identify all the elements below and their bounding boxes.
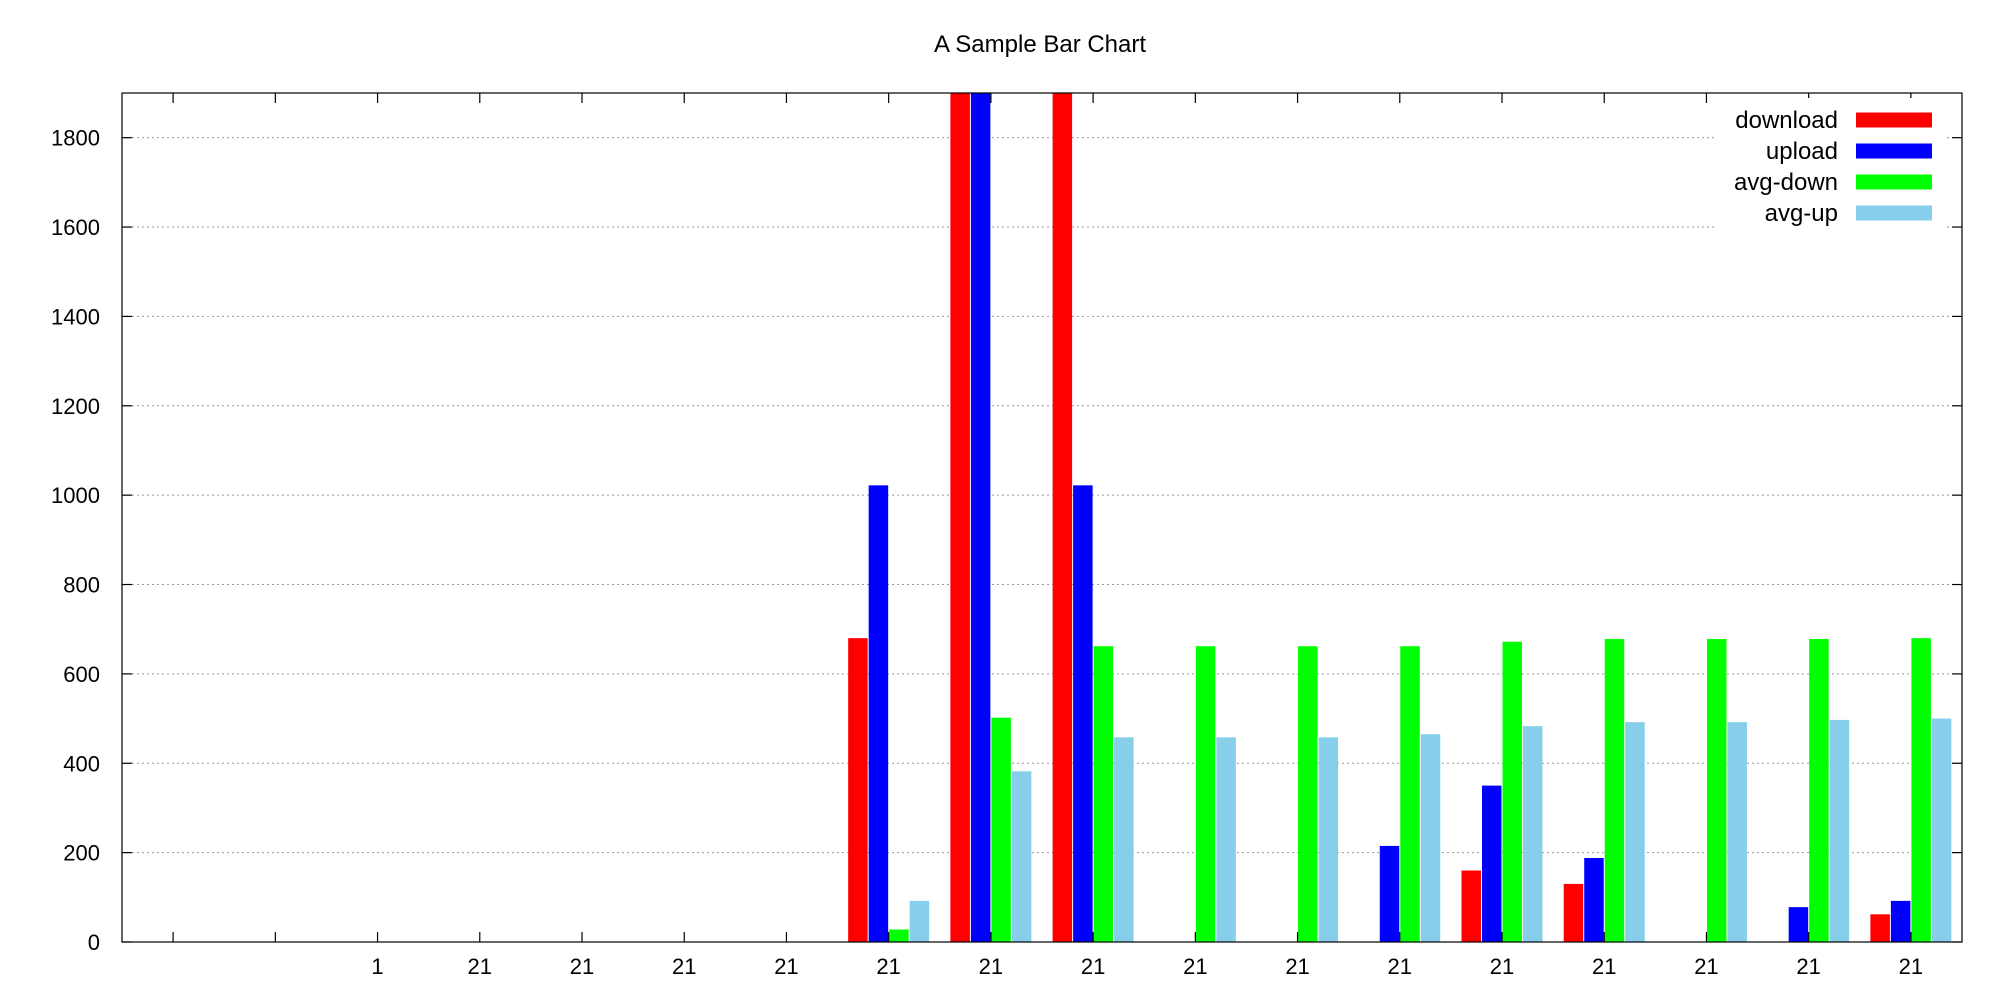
bar-avg-up — [1625, 722, 1645, 942]
bar-avg-up — [1420, 734, 1441, 942]
bar-avg-up — [1318, 737, 1339, 942]
x-tick-label: 21 — [468, 954, 492, 979]
plot-frame — [121, 92, 1963, 943]
y-tick-label: 1000 — [51, 483, 100, 508]
y-tick-label: 200 — [63, 841, 100, 866]
bar-avg-down — [1809, 639, 1829, 942]
x-tick-label: 21 — [1081, 954, 1105, 979]
y-tick-label: 400 — [63, 751, 100, 776]
bar-avg-up — [1114, 737, 1134, 942]
bar-avg-down — [1298, 646, 1318, 942]
x-tick-label: 21 — [1183, 954, 1207, 979]
bar-avg-up — [909, 900, 930, 942]
legend-swatch-download — [1856, 112, 1932, 128]
legend-swatch-upload — [1856, 143, 1932, 159]
chart-title: A Sample Bar Chart — [934, 31, 1146, 58]
bar-download — [1563, 883, 1584, 942]
x-tick-label: 21 — [1285, 954, 1309, 979]
legend-label: avg-down — [1734, 169, 1838, 196]
bar-download — [1052, 93, 1073, 942]
x-tick-label: 21 — [1694, 954, 1718, 979]
bar-upload — [868, 485, 889, 942]
y-tick-label: 1200 — [51, 394, 100, 419]
bar-download — [1461, 870, 1481, 942]
x-tick-label: 1 — [371, 954, 383, 979]
legend-label: download — [1735, 107, 1838, 134]
bar-upload — [1584, 857, 1604, 942]
bar-avg-up — [1216, 737, 1236, 942]
bar-download — [950, 93, 970, 942]
bar-avg-down — [889, 929, 909, 942]
legend: download upload avg-down avg-up — [1715, 98, 1945, 233]
legend-label: upload — [1766, 138, 1838, 165]
bar-download — [1870, 914, 1890, 942]
bar-avg-up — [1829, 719, 1850, 942]
bar-download — [848, 638, 868, 942]
bar-avg-down — [1604, 639, 1625, 942]
bars — [848, 93, 1952, 942]
axis-ticks: 0 200 400 600 800 1000 1200 1400 1600 1800 1 21 21 21… — [51, 93, 1962, 979]
bar-avg-up — [1727, 722, 1747, 942]
bar-avg-up — [1011, 771, 1032, 942]
legend-swatch-avg-down — [1856, 174, 1932, 190]
bar-avg-down — [991, 717, 1011, 942]
bar-upload — [1890, 900, 1911, 942]
bar-avg-down — [1400, 646, 1420, 942]
bar-avg-down — [1195, 646, 1216, 942]
y-tick-label: 800 — [63, 573, 100, 598]
x-tick-label: 21 — [570, 954, 594, 979]
x-tick-label: 21 — [979, 954, 1003, 979]
bar-avg-down — [1706, 639, 1727, 942]
bar-avg-down — [1093, 646, 1114, 942]
y-tick-label: 1400 — [51, 304, 100, 329]
x-tick-label: 21 — [672, 954, 696, 979]
bar-avg-up — [1931, 718, 1952, 942]
y-tick-label: 600 — [63, 662, 100, 687]
x-tick-label: 21 — [876, 954, 900, 979]
bar-upload — [1379, 845, 1400, 942]
x-tick-label: 21 — [1899, 954, 1923, 979]
bar-avg-down — [1502, 641, 1522, 942]
legend-label: avg-up — [1765, 200, 1838, 227]
x-tick-label: 21 — [1490, 954, 1514, 979]
x-tick-label: 21 — [1796, 954, 1820, 979]
x-tick-label: 21 — [1388, 954, 1412, 979]
legend-swatch-avg-up — [1856, 205, 1932, 221]
bar-avg-up — [1523, 726, 1543, 942]
bar-upload — [970, 93, 991, 942]
x-tick-label: 21 — [774, 954, 798, 979]
y-tick-label: 0 — [88, 930, 100, 955]
bar-avg-down — [1911, 638, 1931, 942]
gridlines — [122, 137, 1962, 854]
bar-upload — [1073, 485, 1093, 942]
y-tick-label: 1600 — [51, 215, 100, 240]
bar-upload — [1788, 907, 1809, 942]
x-tick-label: 21 — [1592, 954, 1616, 979]
y-tick-label: 1800 — [51, 126, 100, 151]
bar-upload — [1482, 785, 1502, 942]
